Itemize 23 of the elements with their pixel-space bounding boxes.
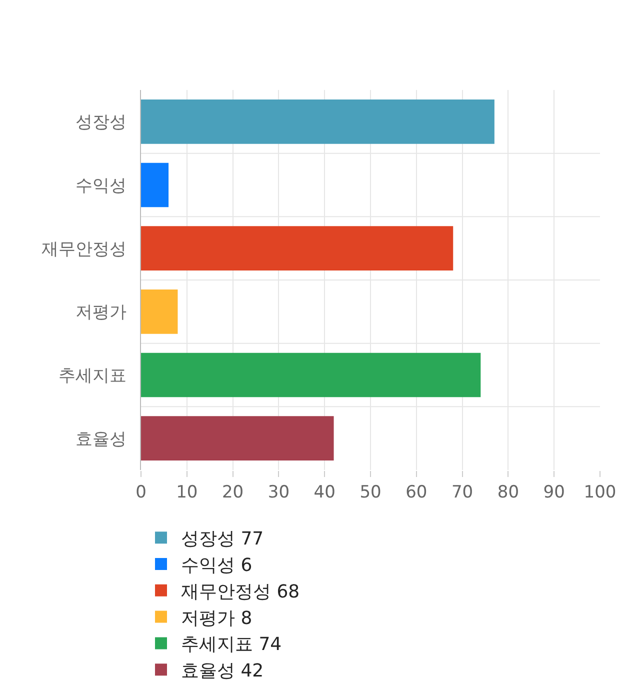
legend-label: 저평가 8 bbox=[181, 608, 252, 629]
legend-label: 추세지표 74 bbox=[181, 634, 282, 656]
legend-label: 성장성 77 bbox=[181, 528, 264, 550]
x-tick-label: 70 bbox=[451, 482, 474, 502]
y-tick-label: 추세지표 bbox=[58, 366, 127, 386]
y-tick-label: 저평가 bbox=[76, 302, 127, 323]
legend-label: 수익성 6 bbox=[181, 555, 252, 576]
x-tick-label: 30 bbox=[268, 482, 290, 502]
legend-label: 효율성 42 bbox=[181, 660, 264, 682]
x-tick-label: 90 bbox=[543, 482, 565, 502]
x-tick-label: 50 bbox=[360, 482, 382, 502]
x-tick-label: 10 bbox=[176, 482, 198, 502]
x-tick-label: 20 bbox=[222, 482, 244, 502]
x-tick-label: 80 bbox=[497, 482, 520, 502]
x-tick-label: 40 bbox=[314, 482, 336, 502]
x-tick-label: 100 bbox=[584, 482, 616, 502]
legend-label: 재무안정성 68 bbox=[181, 581, 300, 602]
x-tick-label: 0 bbox=[136, 482, 146, 502]
y-tick-label: 재무안정성 bbox=[42, 239, 127, 260]
y-tick-label: 수익성 bbox=[76, 176, 127, 196]
y-tick-label: 효율성 bbox=[76, 429, 127, 450]
x-tick-label: 60 bbox=[406, 482, 428, 502]
y-tick-label: 성장성 bbox=[76, 112, 127, 133]
